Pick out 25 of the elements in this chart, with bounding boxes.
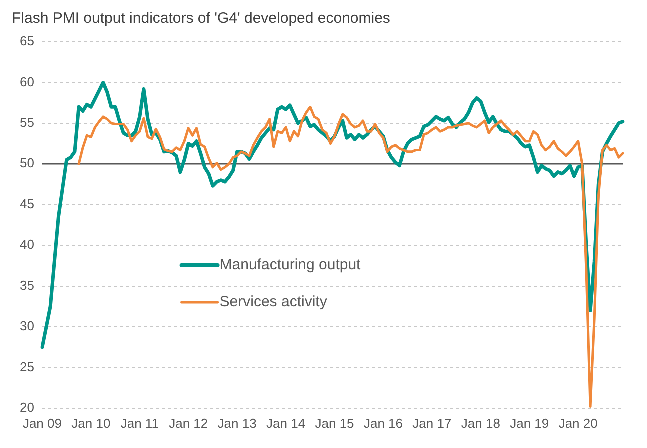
x-tick-label: Jan 16: [364, 416, 403, 431]
y-tick-label: 55: [20, 115, 34, 130]
y-tick-label: 40: [20, 237, 34, 252]
legend-label: Manufacturing output: [220, 256, 362, 274]
y-tick-label: 50: [20, 156, 34, 171]
y-tick-label: 65: [20, 34, 34, 49]
x-tick-label: Jan 09: [22, 416, 62, 431]
y-tick-label: 45: [20, 196, 34, 212]
x-tick-label: Jan 17: [412, 416, 452, 431]
x-tick-label: Jan 11: [120, 416, 159, 431]
y-tick-label: 60: [20, 74, 34, 90]
x-tick-label: Jan 20: [558, 416, 598, 431]
y-tick-label: 20: [20, 400, 34, 415]
x-tick-label: Jan 18: [461, 416, 500, 431]
y-tick-label: 25: [20, 359, 34, 374]
x-tick-label: Jan 13: [218, 416, 257, 431]
x-tick-label: Jan 12: [169, 416, 208, 431]
y-tick-label: 35: [20, 278, 34, 293]
legend-label: Services activity: [220, 294, 328, 311]
chart-title: Flash PMI output indicators of 'G4' developed economies: [12, 10, 390, 28]
x-tick-label: Jan 10: [72, 416, 111, 431]
x-tick-label: Jan 15: [315, 416, 354, 431]
x-tick-label: Jan 19: [510, 416, 550, 431]
y-tick-label: 30: [20, 318, 34, 334]
x-tick-label: Jan 14: [266, 416, 306, 431]
